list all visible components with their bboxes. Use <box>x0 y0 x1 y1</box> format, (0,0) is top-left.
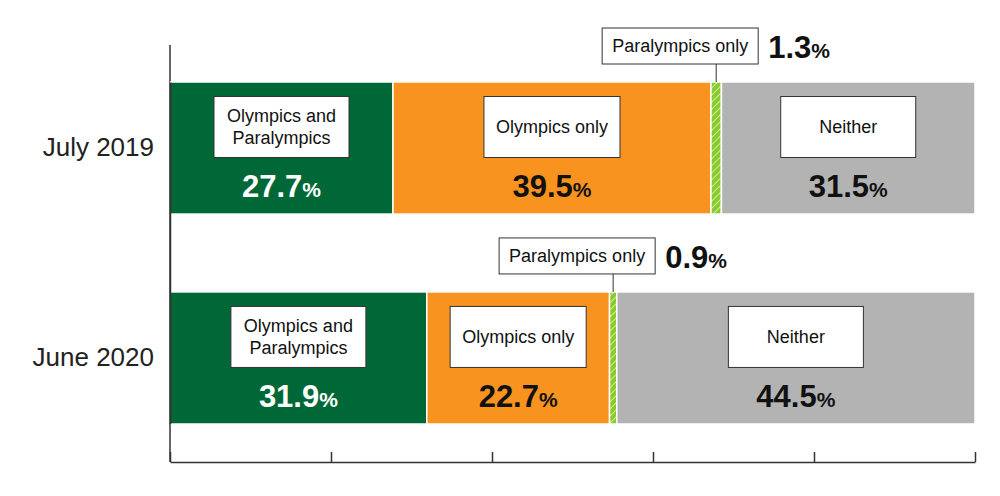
callout-line <box>716 64 717 82</box>
bar-segment <box>393 82 711 214</box>
x-axis-line <box>171 462 976 464</box>
bar-segment <box>610 292 617 424</box>
segment-label: Olympics andParalympics 31.9% <box>231 306 366 414</box>
series-name-line: Olympics only <box>496 117 608 137</box>
data-label-unit: % <box>302 178 321 201</box>
data-label: 27.7% <box>242 169 321 204</box>
segment-label: Neither 31.5% <box>781 97 916 205</box>
label-box <box>781 97 916 158</box>
series-name-line: Paralympics only <box>509 246 645 266</box>
x-tick-mark <box>975 452 977 462</box>
label-box <box>231 306 366 367</box>
bar-segment <box>711 82 721 214</box>
x-tick-mark <box>170 452 172 462</box>
x-tick <box>331 452 332 462</box>
data-label-number: 44.5 <box>756 379 816 414</box>
axis-line <box>169 45 171 462</box>
segment-label: Paralympics only 0.9% <box>499 238 727 292</box>
chart: July 2019June 2020Olympics andParalympic… <box>0 0 1000 496</box>
data-label-number: 39.5 <box>512 169 572 204</box>
bar-segment <box>170 82 393 214</box>
x-axis <box>171 452 976 463</box>
data-label-number: 0.9 <box>665 240 708 275</box>
x-tick <box>975 452 976 462</box>
series-name: Olympics only <box>462 327 574 347</box>
series-name: Olympics andParalympics <box>244 316 353 358</box>
x-tick-mark <box>814 452 816 462</box>
segment-label: Olympics only 39.5% <box>484 97 620 205</box>
data-label: 1.3% <box>768 30 830 65</box>
x-tick-mark <box>492 452 494 462</box>
labels: Olympics andParalympics27.7%Olympics onl… <box>214 28 916 414</box>
bar-segment <box>170 292 427 424</box>
data-label: 39.5% <box>512 169 591 204</box>
data-label-number: 31.5 <box>809 169 869 204</box>
series-name-line: Olympics and <box>244 316 353 336</box>
callout-line <box>613 274 614 292</box>
series-name: Neither <box>767 327 825 347</box>
label-box <box>728 306 863 367</box>
data-label-number: 31.9 <box>259 379 319 414</box>
y-tick: July 2019 <box>43 132 170 162</box>
data-label: 0.9% <box>665 240 727 275</box>
series-name-line: Neither <box>767 327 825 347</box>
x-tick <box>170 452 171 462</box>
label-box <box>602 28 758 64</box>
series-name: Olympics andParalympics <box>227 106 336 148</box>
x-tick <box>492 452 493 462</box>
label-box <box>214 97 349 158</box>
x-tick-mark <box>653 452 655 462</box>
series-name: Neither <box>819 117 877 137</box>
segment-label: Olympics andParalympics 27.7% <box>214 97 349 205</box>
bars <box>170 82 975 424</box>
segment-label: Olympics only 22.7% <box>450 306 586 414</box>
x-tick <box>653 452 654 462</box>
x-tick <box>814 452 815 462</box>
bar-segment <box>721 82 975 214</box>
series-name: Paralympics only <box>509 246 645 266</box>
data-label-number: 27.7 <box>242 169 302 204</box>
label-box <box>484 97 620 158</box>
data-label-unit: % <box>573 178 592 201</box>
series-name-line: Paralympics <box>249 338 347 358</box>
series-name-line: Olympics and <box>227 106 336 126</box>
y-tick: June 2020 <box>33 342 170 372</box>
data-label: 44.5% <box>756 379 835 414</box>
y-axis-line <box>170 83 172 425</box>
x-tick-mark <box>331 452 333 462</box>
data-label: 22.7% <box>479 379 558 414</box>
category-label: July 2019 <box>43 132 154 162</box>
bar-segment <box>617 292 975 424</box>
bar-segment <box>427 292 610 424</box>
data-label: 31.9% <box>259 379 338 414</box>
segment-label: Paralympics only 1.3% <box>602 28 830 82</box>
data-label-unit: % <box>811 39 830 62</box>
label-box <box>499 238 655 274</box>
series-name: Paralympics only <box>612 36 748 56</box>
data-label-unit: % <box>869 178 888 201</box>
data-label-number: 22.7 <box>479 379 539 414</box>
series-name-line: Paralympics <box>232 128 330 148</box>
series-name-line: Neither <box>819 117 877 137</box>
category-label: June 2020 <box>33 342 154 372</box>
series-name-line: Olympics only <box>462 327 574 347</box>
data-label-unit: % <box>708 249 727 272</box>
label-box <box>450 306 586 367</box>
y-axis: July 2019 June 2020 <box>33 83 171 425</box>
data-label-unit: % <box>319 388 338 411</box>
data-label-unit: % <box>539 388 558 411</box>
series-name-line: Paralympics only <box>612 36 748 56</box>
segment-label: Neither 44.5% <box>728 306 863 414</box>
data-label-unit: % <box>817 388 836 411</box>
data-label-number: 1.3 <box>768 30 811 65</box>
data-label: 31.5% <box>809 169 888 204</box>
series-name: Olympics only <box>496 117 608 137</box>
